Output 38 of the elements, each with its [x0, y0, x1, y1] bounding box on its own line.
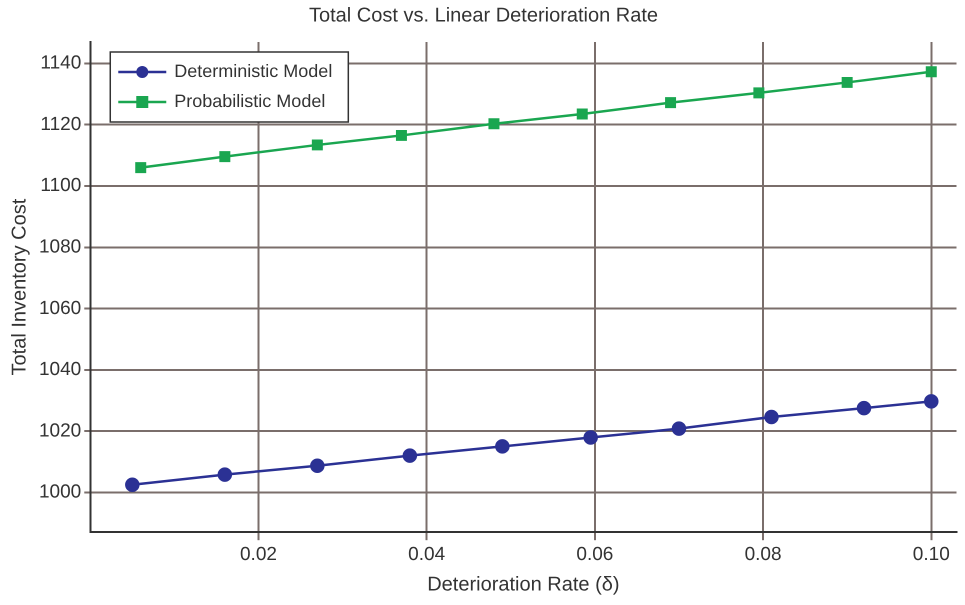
y-tick-label: 1000 [38, 482, 82, 503]
y-tick-label: 1060 [38, 298, 82, 319]
x-tick-label: 0.06 [576, 544, 614, 565]
chart-title: Total Cost vs. Linear Deterioration Rate [308, 4, 658, 27]
y-tick-label: 1020 [38, 420, 82, 442]
point [665, 97, 676, 108]
x-tick-label: 0.10 [912, 544, 950, 565]
y-tick-label: 1080 [38, 236, 82, 258]
point [402, 448, 418, 463]
x-tick-label: 0.04 [408, 544, 446, 565]
y-tick-label: 1100 [40, 175, 82, 196]
legend-label: Deterministic Model [174, 60, 332, 81]
point [583, 430, 598, 445]
point [488, 118, 500, 130]
y-axis-title: Total Inventory Cost [8, 198, 31, 376]
legend-label: Probabilistic Model [174, 90, 326, 111]
point [312, 139, 323, 150]
point [764, 410, 779, 424]
point [125, 477, 140, 492]
point [842, 76, 853, 88]
x-tick-label: 0.08 [744, 544, 782, 565]
point [856, 400, 872, 416]
y-tick-label: 1040 [38, 359, 82, 380]
point [310, 458, 325, 473]
point [495, 439, 510, 454]
point [219, 151, 230, 162]
x-tick-label: 0.02 [240, 544, 277, 565]
point [753, 87, 764, 98]
point [576, 108, 588, 120]
point [926, 66, 937, 78]
point [135, 162, 146, 174]
x-axis-title: Deterioration Rate (δ) [427, 574, 620, 596]
point [218, 467, 232, 482]
point [924, 394, 939, 409]
y-tick-label: 1140 [40, 52, 82, 74]
point [672, 421, 686, 436]
point [396, 130, 407, 141]
y-tick-label: 1120 [40, 114, 82, 135]
